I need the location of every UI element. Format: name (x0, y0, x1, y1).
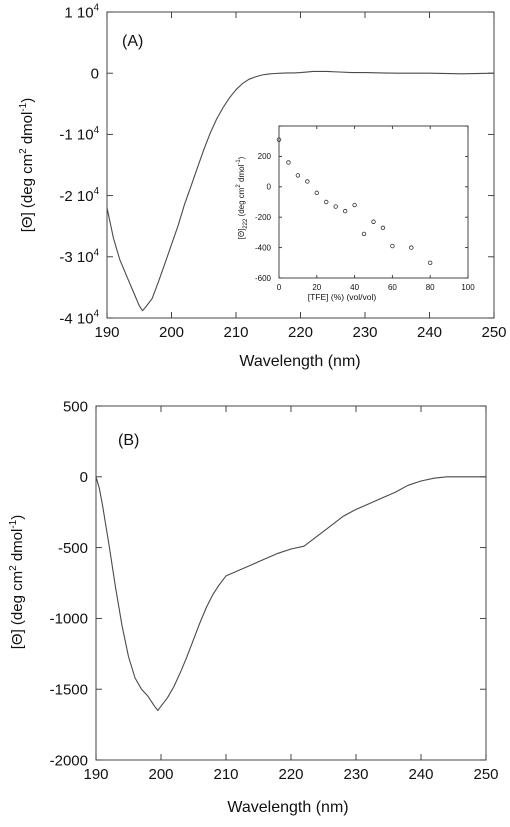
panel-a-x-tick-label: 210 (223, 324, 248, 341)
inset-data-point (380, 225, 386, 231)
inset-y-axis-label: [Θ]222 (deg cm2 dmol-1) (236, 156, 249, 239)
inset-data-point (324, 199, 329, 205)
inset-data-point (390, 243, 395, 249)
panel-a-x-tick-label: 220 (288, 324, 313, 341)
inset-data-point (314, 190, 319, 196)
inset-x-tick-label: 60 (388, 283, 397, 292)
panel-a-y-tick-label: -3 104 (59, 247, 99, 266)
panel-a-y-tick-label: -4 104 (59, 309, 99, 328)
panel-a-x-tick-label: 240 (417, 324, 442, 341)
panel-b-x-tick-label: 210 (213, 766, 238, 783)
panel-a-x-tick-label: 200 (159, 324, 184, 341)
panel-a-y-tick-label: -2 104 (59, 186, 99, 205)
panel-a-cd-spectrum-line (106, 70, 495, 312)
panel-b-x-tick-label: 250 (473, 766, 498, 783)
inset-y-tick-label: 0 (267, 183, 272, 192)
inset-y-tick-label: -600 (255, 274, 272, 283)
panel-a-x-tick-label: 230 (352, 324, 377, 341)
panel-a-label: (A) (122, 33, 143, 50)
inset-data-point (305, 179, 310, 184)
panel-b-y-tick-label: 0 (80, 469, 88, 486)
panel-a-x-tick-label: 190 (94, 324, 119, 341)
inset-data-point (409, 245, 414, 250)
inset-x-axis-label: [TFE] (%) (vol/vol) (308, 292, 377, 302)
inset-data-point (333, 204, 338, 209)
panel-b-cd-spectrum-line (95, 476, 486, 711)
inset-data-point (276, 137, 282, 142)
panel-b-y-tick-label: -1000 (50, 611, 88, 628)
panel-a-x-axis-label: Wavelength (nm) (239, 353, 360, 370)
inset-data-point (295, 173, 301, 178)
inset-x-tick-label: 40 (350, 283, 359, 292)
panel-b-trace-group (95, 476, 486, 711)
panel-a-y-tick-label: 1 104 (64, 3, 99, 22)
panel-b-x-axis-label: Wavelength (nm) (227, 799, 348, 816)
panel-b-ticks: 190 200 210 220 230 240 250 500 0 -500 -1000 -1500 -… (50, 398, 499, 783)
inset-y-tick-label: -200 (255, 213, 272, 222)
panel-a-trace-group (106, 70, 495, 312)
panel-b-y-axis-label: [Θ] (deg cm2 dmol-1) (8, 515, 26, 650)
panel-b-y-tick-label: 500 (63, 398, 88, 415)
panel-b-x-tick-label: 230 (343, 766, 368, 783)
inset-data-point (342, 208, 348, 214)
panel-b-label: (B) (118, 432, 139, 449)
inset-data-point (352, 202, 357, 208)
inset-data-point (286, 160, 291, 165)
panel-b: 190 200 210 220 230 240 250 500 0 -500 -1000 -1500 -… (8, 398, 499, 816)
panel-b-x-tick-label: 220 (278, 766, 303, 783)
panel-a-inset: 0 20 40 60 80 100 200 0 -200 -400 -600 [TFE] (%) (… (236, 125, 475, 302)
inset-x-tick-label: 100 (461, 283, 475, 292)
inset-x-tick-label: 20 (312, 283, 321, 292)
panel-b-y-tick-label: -2000 (50, 752, 88, 769)
panel-b-x-tick-label: 200 (148, 766, 173, 783)
inset-y-tick-label: 200 (258, 152, 272, 161)
inset-y-tick-label: -400 (255, 243, 272, 252)
panel-a-y-tick-label: 0 (91, 65, 99, 82)
panel-b-y-tick-label: -500 (58, 540, 88, 557)
inset-data-point (361, 231, 367, 237)
inset-x-tick-label: 80 (426, 283, 435, 292)
panel-a-plot-frame (106, 11, 495, 319)
panel-b-x-tick-label: 240 (408, 766, 433, 783)
panel-b-y-tick-label: -1500 (50, 681, 88, 698)
panel-a-y-axis-label: [Θ] (deg cm2 dmol-1) (18, 98, 36, 233)
inset-x-tick-label: 0 (277, 283, 282, 292)
inset-data-point (428, 260, 433, 265)
panel-a-y-tick-label: -1 104 (59, 125, 99, 144)
panel-a-x-tick-label: 250 (481, 324, 506, 341)
inset-marker-group (276, 137, 433, 265)
inset-plot-frame (278, 125, 469, 279)
inset-ticks: 0 20 40 60 80 100 200 0 -200 -400 -600 (255, 125, 475, 292)
inset-data-point (371, 219, 376, 224)
panel-b-x-tick-label: 190 (83, 766, 108, 783)
